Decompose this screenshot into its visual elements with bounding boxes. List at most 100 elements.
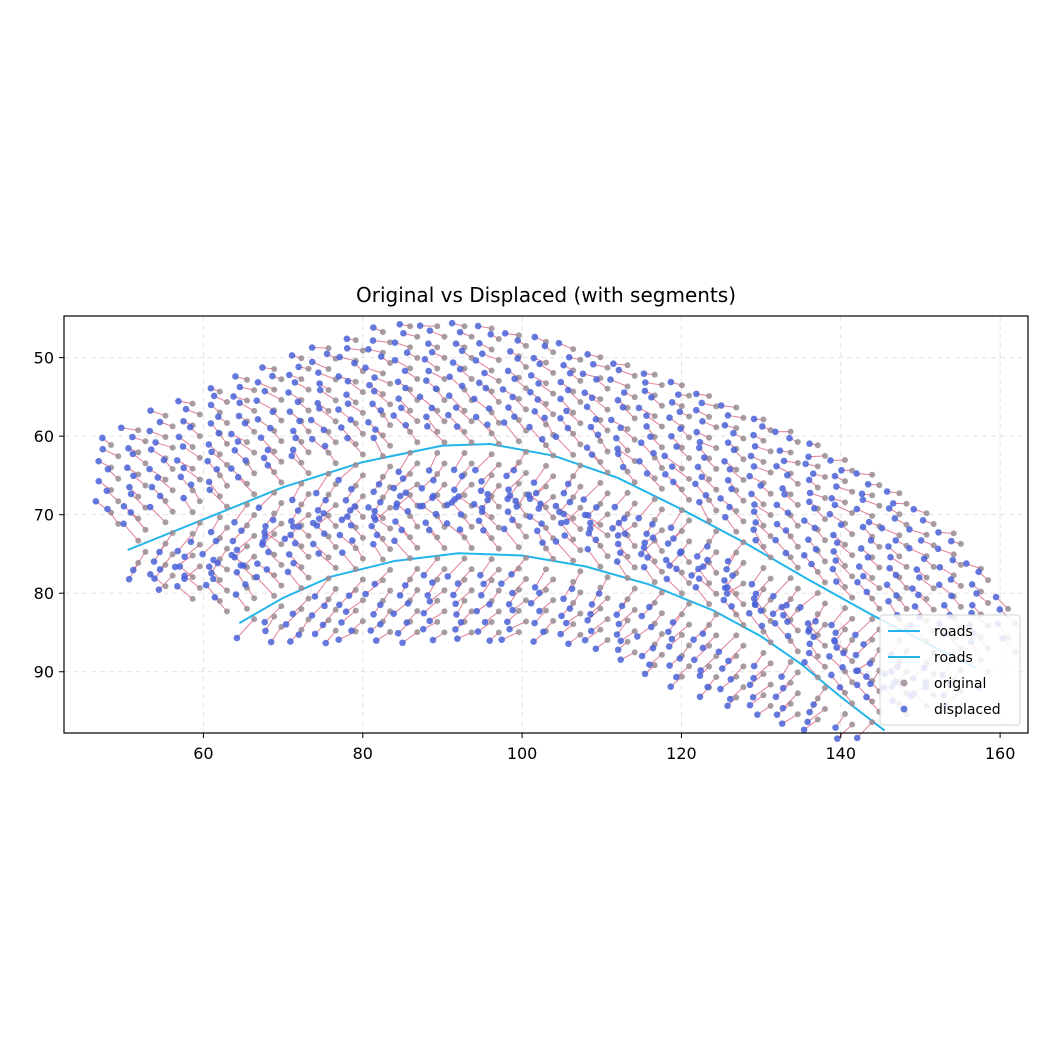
displacement-segment [751,567,764,585]
original-point [604,469,611,476]
original-point [787,575,794,582]
original-point [461,576,468,583]
displaced-point [315,550,322,557]
original-point [359,514,366,521]
displaced-point [594,431,602,439]
original-point [305,428,312,435]
displaced-point [397,404,405,412]
original-point [876,482,883,489]
original-point [223,399,230,406]
original-point [658,444,665,451]
displaced-point [839,663,846,671]
displaced-point [509,606,516,614]
displaced-point [536,589,543,597]
displaced-point [286,408,294,416]
original-point [713,632,720,639]
displaced-point [402,489,410,496]
original-point [713,486,720,493]
original-point [169,444,176,451]
original-point [604,427,611,434]
original-point [271,613,278,620]
original-point [488,556,495,563]
displaced-point [403,619,411,626]
displaced-point [370,611,377,618]
displaced-point [215,429,223,437]
displacement-segment [256,576,275,597]
displaced-point [667,524,675,531]
original-point [244,522,251,529]
original-point [387,380,394,387]
original-point [461,555,468,562]
displaced-point [811,524,819,532]
original-point [624,362,631,369]
displaced-point [700,454,708,461]
original-point [522,448,529,455]
original-point [841,710,848,717]
original-point [713,673,720,680]
displaced-point [422,519,429,526]
original-point [495,419,502,426]
displacement-segment [319,408,337,422]
original-point [841,457,848,464]
original-point [305,595,312,602]
displaced-point [563,518,570,526]
displaced-point [424,592,432,599]
original-point [760,543,767,550]
original-point [325,345,332,352]
displaced-point [349,537,356,544]
displacement-segment [782,692,799,709]
displaced-point [808,560,815,568]
displaced-point [727,675,735,683]
displaced-point [478,508,486,516]
original-point [869,698,876,705]
displaced-point [669,619,677,626]
displaced-point [583,444,591,451]
original-point [251,616,258,623]
original-point [461,449,468,456]
displaced-point [859,496,867,504]
original-point [135,471,142,478]
displaced-point [588,451,596,458]
displaced-point [878,524,886,532]
displaced-point [156,548,163,556]
original-point [434,449,441,456]
displacement-segment [149,506,166,523]
displaced-point [347,521,355,529]
original-point [522,364,529,371]
displaced-point [429,579,436,586]
displaced-point [476,340,483,347]
original-point [387,628,394,635]
original-point [216,597,223,604]
original-point [271,592,278,599]
original-point [849,636,856,643]
displaced-point [509,589,516,597]
displaced-point [117,424,125,432]
original-point [631,457,638,464]
displaced-point [473,607,481,615]
original-point [142,526,149,533]
displaced-point [797,603,804,611]
original-point [794,585,801,592]
displaced-point [103,487,111,495]
original-point [387,587,394,594]
displaced-point [607,416,615,424]
original-point [223,419,230,426]
displaced-point [126,483,133,491]
displaced-point [443,520,451,527]
original-point [169,423,176,430]
original-point [414,481,421,488]
displaced-point [527,599,535,607]
displaced-point [147,407,154,414]
original-point [387,401,394,408]
displaced-point [806,440,813,448]
original-point [543,566,549,573]
original-point [733,549,740,556]
original-point [407,513,414,520]
original-point [434,344,441,351]
original-point [387,566,394,573]
original-point [441,439,448,446]
original-point [787,554,794,561]
displaced-point [617,656,624,664]
displaced-point [690,656,698,664]
displaced-point [748,490,755,498]
